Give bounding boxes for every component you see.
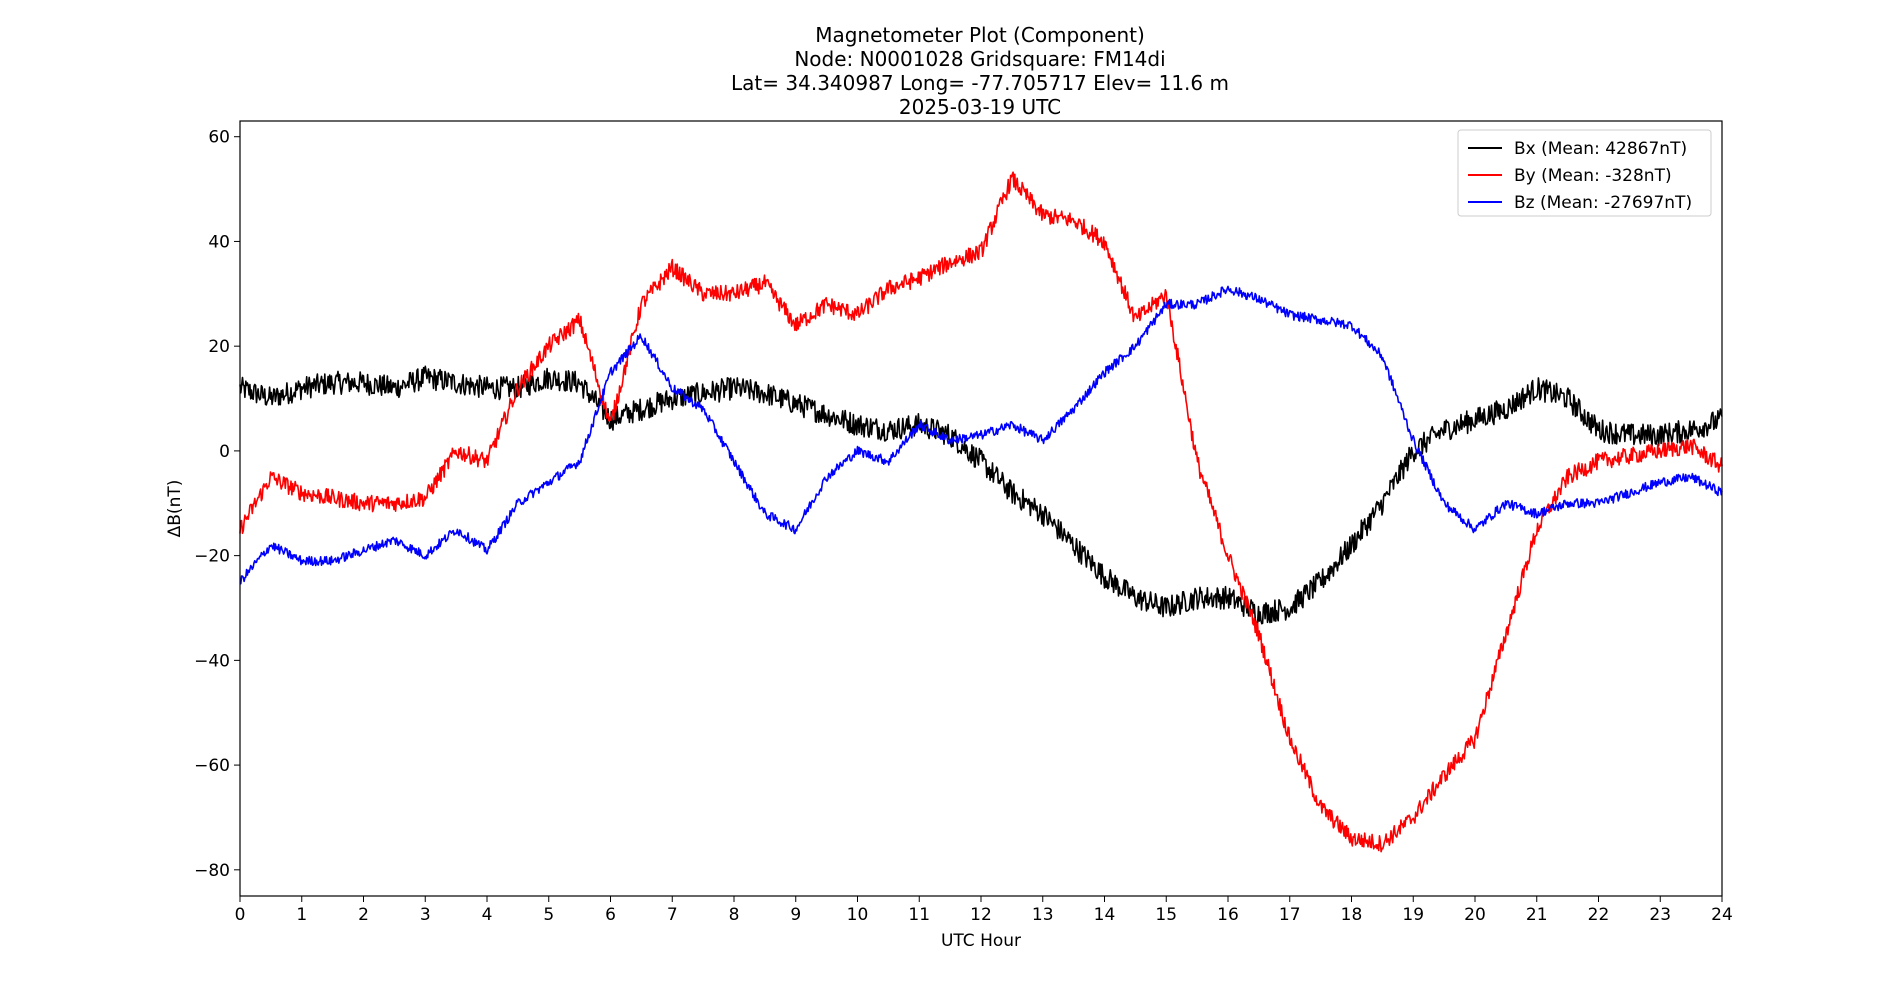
y-axis: −80 −60 −40 −20 0 20 40 60	[194, 128, 240, 881]
x-tick-label: 3	[420, 905, 431, 925]
y-tick-label: −20	[194, 547, 230, 567]
x-tick-label: 12	[970, 905, 992, 925]
y-tick-label: 0	[219, 442, 230, 462]
x-tick-label: 16	[1217, 905, 1239, 925]
y-tick-label: 20	[208, 337, 230, 357]
series-layer	[239, 171, 1723, 853]
x-tick-label: 24	[1711, 905, 1733, 925]
series-line-bz	[239, 285, 1723, 585]
x-tick-label: 15	[1155, 905, 1177, 925]
x-tick-label: 6	[605, 905, 616, 925]
x-tick-label: 23	[1649, 905, 1671, 925]
y-tick-label: 40	[208, 232, 230, 252]
series-line-by	[239, 171, 1723, 853]
x-tick-label: 19	[1402, 905, 1424, 925]
legend-box	[1457, 129, 1712, 217]
x-tick-label: 17	[1279, 905, 1301, 925]
x-tick-label: 4	[482, 905, 493, 925]
x-tick-label: 22	[1588, 905, 1610, 925]
x-tick-label: 1	[296, 905, 307, 925]
legend: Bx (Mean: 42867nT) By (Mean: -328nT) Bz …	[1457, 129, 1712, 217]
x-tick-label: 8	[729, 905, 740, 925]
title-line-2: Node: N0001028 Gridsquare: FM14di	[794, 47, 1165, 71]
x-tick-label: 7	[667, 905, 678, 925]
y-tick-label: −40	[194, 651, 230, 671]
y-tick-label: −80	[194, 861, 230, 881]
x-tick-label: 13	[1032, 905, 1054, 925]
x-tick-label: 10	[847, 905, 869, 925]
chart-title: Magnetometer Plot (Component) Node: N000…	[731, 23, 1229, 119]
title-line-1: Magnetometer Plot (Component)	[815, 23, 1145, 47]
x-tick-label: 21	[1526, 905, 1548, 925]
x-tick-label: 5	[543, 905, 554, 925]
x-tick-label: 18	[1341, 905, 1363, 925]
x-axis-label: UTC Hour	[941, 931, 1021, 951]
x-tick-label: 9	[790, 905, 801, 925]
legend-label-bx: Bx (Mean: 42867nT)	[1514, 139, 1687, 159]
x-tick-label: 20	[1464, 905, 1486, 925]
y-axis-label: ΔB(nT)	[165, 480, 185, 538]
title-line-3: Lat= 34.340987 Long= -77.705717 Elev= 11…	[731, 71, 1229, 95]
series-line-bx	[239, 365, 1723, 625]
x-tick-label: 0	[235, 905, 246, 925]
x-tick-label: 11	[908, 905, 930, 925]
y-tick-label: 60	[208, 128, 230, 148]
x-tick-label: 2	[358, 905, 369, 925]
legend-label-by: By (Mean: -328nT)	[1514, 166, 1672, 186]
x-tick-label: 14	[1094, 905, 1116, 925]
x-axis: 0 1 2 3 4 5 6 7 8 9 10 11 12 13 14 15 16 17 18 19 20 21 22 23 24	[235, 896, 1733, 925]
legend-label-bz: Bz (Mean: -27697nT)	[1514, 193, 1692, 213]
y-tick-label: −60	[194, 756, 230, 776]
title-line-4: 2025-03-19 UTC	[899, 95, 1061, 119]
